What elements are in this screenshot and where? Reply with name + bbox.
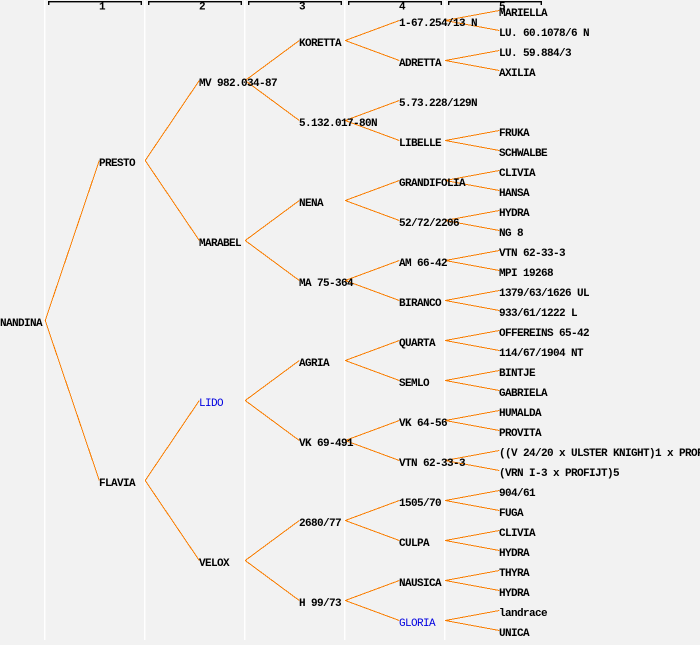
svg-text:FRUKA: FRUKA xyxy=(499,128,530,140)
svg-text:5.73.228/129N: 5.73.228/129N xyxy=(399,98,477,110)
svg-text:5: 5 xyxy=(499,2,506,14)
svg-text:MA 75-364: MA 75-364 xyxy=(299,278,354,290)
svg-text:HYDRA: HYDRA xyxy=(499,588,530,600)
svg-text:3: 3 xyxy=(299,2,306,14)
svg-text:OFFEREINS 65-42: OFFEREINS 65-42 xyxy=(499,328,589,340)
svg-text:QUARTA: QUARTA xyxy=(399,338,436,350)
svg-text:HANSA: HANSA xyxy=(499,188,530,200)
svg-text:VTN 62-33-3: VTN 62-33-3 xyxy=(499,248,566,260)
svg-text:LU. 59.884/3: LU. 59.884/3 xyxy=(499,48,572,60)
svg-text:1505/70: 1505/70 xyxy=(399,498,441,510)
svg-text:landrace: landrace xyxy=(499,608,548,620)
svg-text:HYDRA: HYDRA xyxy=(499,208,530,220)
svg-text:FLAVIA: FLAVIA xyxy=(99,478,136,490)
svg-text:CULPA: CULPA xyxy=(399,538,430,550)
svg-text:VELOX: VELOX xyxy=(199,558,230,570)
svg-text:CLIVIA: CLIVIA xyxy=(499,528,536,540)
svg-text:933/61/1222 L: 933/61/1222 L xyxy=(499,308,578,320)
svg-text:MPI 19268: MPI 19268 xyxy=(499,268,554,280)
svg-text:HYDRA: HYDRA xyxy=(499,548,530,560)
svg-text:2680/77: 2680/77 xyxy=(299,518,341,530)
svg-text:BINTJE: BINTJE xyxy=(499,368,536,380)
svg-text:2: 2 xyxy=(199,2,205,14)
svg-text:MV 982.034-87: MV 982.034-87 xyxy=(199,78,277,90)
svg-text:AM 66-42: AM 66-42 xyxy=(399,258,447,270)
svg-text:52/72/2206: 52/72/2206 xyxy=(399,218,459,230)
svg-text:(VRN I-3 x PROFIJT)5: (VRN I-3 x PROFIJT)5 xyxy=(499,468,620,480)
svg-text:1379/63/1626 UL: 1379/63/1626 UL xyxy=(499,288,590,300)
svg-text:LU. 60.1078/6 N: LU. 60.1078/6 N xyxy=(499,28,589,40)
svg-text:1: 1 xyxy=(99,2,106,14)
svg-text:NENA: NENA xyxy=(299,198,324,210)
svg-text:UNICA: UNICA xyxy=(499,628,530,640)
svg-text:NAUSICA: NAUSICA xyxy=(399,578,442,590)
svg-text:GLORIA: GLORIA xyxy=(399,618,436,630)
svg-text:GABRIELA: GABRIELA xyxy=(499,388,548,400)
svg-text:NG 8: NG 8 xyxy=(499,228,524,240)
svg-text:MARIELLA: MARIELLA xyxy=(499,8,548,20)
svg-text:VK 64-56: VK 64-56 xyxy=(399,418,447,430)
svg-text:114/67/1904 NT: 114/67/1904 NT xyxy=(499,348,584,360)
svg-text:THYRA: THYRA xyxy=(499,568,530,580)
svg-text:ADRETTA: ADRETTA xyxy=(399,58,442,70)
svg-text:LIDO: LIDO xyxy=(199,398,224,410)
svg-text:MARABEL: MARABEL xyxy=(199,238,242,250)
svg-text:KORETTA: KORETTA xyxy=(299,38,342,50)
svg-text:LIBELLE: LIBELLE xyxy=(399,138,442,150)
svg-text:NANDINA: NANDINA xyxy=(0,318,43,330)
svg-text:CLIVIA: CLIVIA xyxy=(499,168,536,180)
svg-text:SEMLO: SEMLO xyxy=(399,378,430,390)
svg-text:H 99/73: H 99/73 xyxy=(299,598,342,610)
svg-text:5.132.017-80N: 5.132.017-80N xyxy=(299,118,377,130)
svg-text:VTN 62-33-3: VTN 62-33-3 xyxy=(399,458,466,470)
svg-text:PRESTO: PRESTO xyxy=(99,158,136,170)
svg-text:((V 24/20 x ULSTER KNIGHT)1 x: ((V 24/20 x ULSTER KNIGHT)1 x PROFIJT)3 xyxy=(499,448,700,460)
svg-text:HUMALDA: HUMALDA xyxy=(499,408,542,420)
svg-text:BIRANCO: BIRANCO xyxy=(399,298,442,310)
svg-text:904/61: 904/61 xyxy=(499,488,536,500)
svg-text:1-67.254/13 N: 1-67.254/13 N xyxy=(399,18,477,30)
svg-text:GRANDIFOLIA: GRANDIFOLIA xyxy=(399,178,466,190)
svg-text:VK 69-491: VK 69-491 xyxy=(299,438,354,450)
svg-text:AGRIA: AGRIA xyxy=(299,358,330,370)
svg-text:4: 4 xyxy=(399,2,406,14)
svg-text:SCHWALBE: SCHWALBE xyxy=(499,148,548,160)
svg-text:PROVITA: PROVITA xyxy=(499,428,542,440)
svg-text:AXILIA: AXILIA xyxy=(499,68,536,80)
svg-text:FUGA: FUGA xyxy=(499,508,524,520)
